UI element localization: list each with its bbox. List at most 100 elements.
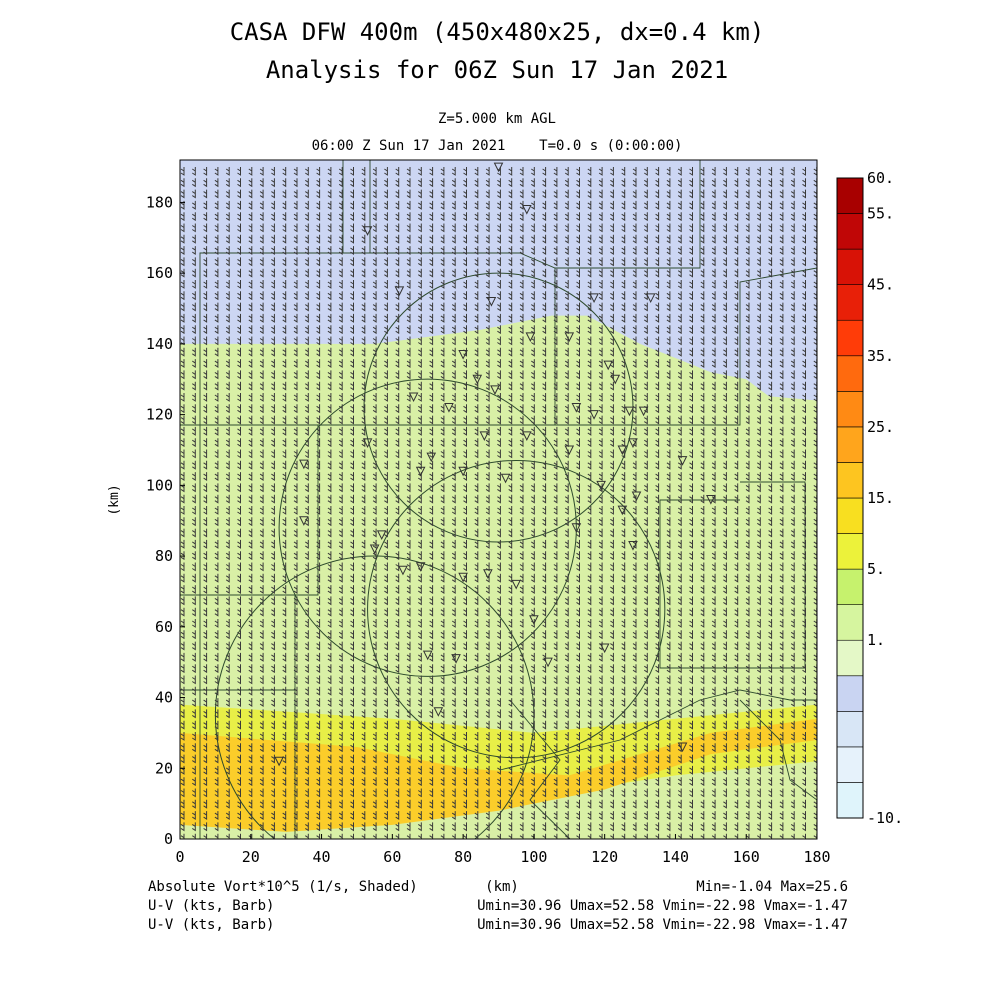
wind-barb: [666, 189, 671, 199]
wind-barb: [282, 506, 287, 515]
wind-barb: [802, 189, 806, 199]
wind-barb: [519, 596, 524, 606]
wind-barb: [451, 528, 456, 538]
wind-barb: [474, 347, 479, 357]
wind-barb: [395, 573, 400, 583]
wind-barb: [440, 630, 445, 640]
wind-barb: [531, 732, 535, 741]
wind-barb: [474, 833, 479, 839]
wind-barb: [338, 607, 343, 617]
wind-barb: [293, 765, 298, 775]
wind-barb: [451, 607, 456, 617]
colorbar-swatch: [836, 711, 864, 748]
wind-barb: [214, 449, 219, 459]
wind-barb: [451, 619, 456, 628]
wind-barb: [372, 200, 377, 210]
wind-barb: [192, 652, 196, 662]
wind-barb: [745, 811, 750, 821]
wind-barb: [700, 517, 705, 527]
wind-barb: [418, 765, 422, 775]
wind-barb: [451, 460, 456, 470]
wind-barb: [564, 393, 569, 402]
wind-barb: [395, 415, 400, 425]
wind-barb: [587, 415, 592, 425]
wind-barb: [384, 777, 388, 787]
wind-barb: [440, 494, 445, 504]
wind-barb: [768, 460, 773, 470]
wind-barb: [271, 528, 275, 538]
wind-barb: [802, 200, 806, 210]
wind-barb: [734, 619, 739, 628]
wind-barb: [734, 698, 739, 708]
colorbar-swatch: [836, 213, 864, 250]
wind-barb: [497, 551, 501, 561]
wind-barb: [180, 404, 185, 414]
wind-barb: [429, 506, 434, 515]
wind-barb: [711, 562, 716, 572]
wind-barb: [734, 313, 739, 323]
wind-barb: [700, 325, 705, 335]
wind-barb: [372, 732, 377, 741]
wind-barb: [203, 381, 208, 391]
wind-barb: [225, 234, 230, 244]
wind-barb: [644, 833, 648, 839]
wind-barb: [531, 664, 535, 674]
wind-barb: [508, 743, 513, 753]
wind-barb: [542, 732, 547, 741]
wind-barb: [666, 709, 671, 719]
wind-barb: [338, 200, 343, 210]
wind-barb: [655, 325, 660, 335]
wind-barb: [180, 506, 185, 515]
wind-barb: [282, 302, 287, 312]
wind-barb: [677, 777, 682, 787]
wind-barb: [203, 551, 208, 561]
wind-barb: [632, 460, 637, 470]
wind-barb: [564, 313, 569, 323]
wind-barb: [237, 415, 241, 425]
wind-barb: [734, 720, 739, 730]
wind-barb: [519, 313, 524, 323]
wind-barb: [689, 291, 693, 301]
wind-barb: [463, 822, 467, 832]
wind-barb: [587, 246, 592, 256]
colorbar-swatch: [836, 391, 864, 428]
wind-barb: [610, 833, 614, 839]
wind-barb: [237, 630, 241, 640]
wind-barb: [485, 313, 490, 323]
wind-barb: [384, 246, 388, 256]
wind-barb: [203, 506, 208, 515]
wind-barb: [677, 167, 682, 176]
wind-barb: [327, 178, 332, 188]
wind-barb: [610, 234, 614, 244]
wind-barb: [350, 596, 354, 606]
wind-barb: [259, 223, 264, 233]
wind-barb: [203, 359, 208, 369]
wind-barb: [406, 438, 411, 448]
wind-barb: [790, 223, 795, 233]
station-marker: [376, 530, 387, 540]
wind-barb: [384, 732, 388, 741]
wind-barb: [429, 370, 434, 380]
wind-barb: [237, 709, 241, 719]
wind-barb: [711, 698, 716, 708]
wind-barb: [745, 246, 750, 256]
wind-barb: [451, 551, 456, 561]
wind-barb: [395, 765, 400, 775]
wind-barb: [248, 607, 253, 617]
wind-barb: [644, 664, 648, 674]
wind-barb: [745, 302, 750, 312]
wind-barb: [271, 619, 275, 628]
wind-barb: [779, 483, 784, 493]
wind-barb: [723, 483, 727, 493]
wind-barb: [293, 528, 298, 538]
wind-barb: [485, 607, 490, 617]
wind-barb: [372, 686, 377, 696]
wind-barb: [214, 765, 219, 775]
wind-barb: [723, 528, 727, 538]
wind-barb: [610, 257, 614, 267]
wind-barb: [700, 212, 705, 222]
wind-barb: [293, 777, 298, 787]
wind-barb: [474, 562, 479, 572]
wind-barb: [587, 562, 592, 572]
wind-barb: [802, 280, 806, 289]
